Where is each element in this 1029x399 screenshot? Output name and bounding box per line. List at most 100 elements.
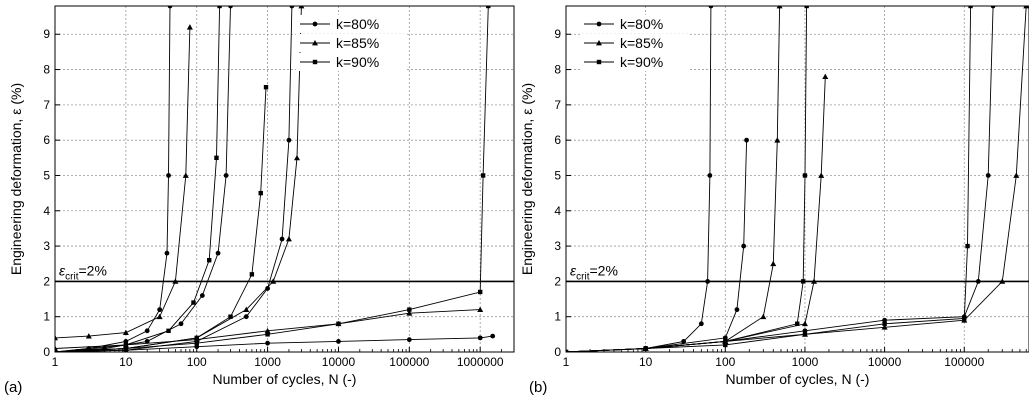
data-point bbox=[265, 332, 270, 337]
data-point bbox=[968, 6, 973, 9]
data-point bbox=[156, 313, 163, 320]
data-point bbox=[818, 172, 825, 178]
series-k=90% bbox=[55, 6, 491, 352]
data-point bbox=[708, 6, 714, 9]
legend-bg bbox=[296, 53, 406, 71]
x-tick-label: 100000 bbox=[389, 355, 429, 369]
series-line bbox=[55, 6, 489, 352]
legend-marker bbox=[312, 40, 318, 46]
data-point bbox=[406, 337, 412, 343]
data-point bbox=[406, 310, 413, 316]
data-point bbox=[776, 6, 783, 9]
y-tick-label: 1 bbox=[554, 310, 561, 324]
panel-label: (b) bbox=[529, 379, 547, 396]
chart-panel-2: εcrit=2%1 10 100 1000 10000 1000000123456789N… bbox=[519, 5, 1029, 396]
series-line bbox=[566, 76, 826, 352]
data-point bbox=[882, 317, 888, 323]
data-point bbox=[985, 173, 991, 178]
legend-label: k=90% bbox=[620, 54, 663, 70]
data-point bbox=[294, 154, 301, 161]
legend-marker bbox=[596, 21, 602, 27]
data-point bbox=[707, 173, 713, 178]
data-point bbox=[167, 6, 173, 9]
data-point bbox=[801, 320, 808, 327]
data-point bbox=[336, 339, 341, 344]
y-tick-label: 1 bbox=[43, 310, 50, 324]
data-point bbox=[286, 137, 292, 143]
data-point bbox=[723, 339, 728, 344]
data-point bbox=[243, 306, 250, 313]
y-tick-label: 7 bbox=[43, 98, 50, 112]
y-tick-label: 3 bbox=[43, 239, 50, 253]
data-point bbox=[123, 339, 129, 344]
data-point bbox=[990, 6, 996, 9]
x-tick-label: 10000 bbox=[322, 355, 356, 369]
plot-frame bbox=[54, 5, 515, 353]
y-tick-label: 5 bbox=[554, 168, 561, 182]
data-point bbox=[770, 260, 777, 267]
data-point bbox=[774, 137, 781, 143]
data-point bbox=[490, 333, 496, 339]
legend: k=80% k=85% k=90% bbox=[580, 15, 690, 71]
y-axis-title: Engineering deformation, ε (%) bbox=[519, 83, 535, 275]
data-point bbox=[265, 340, 270, 346]
legend-marker bbox=[312, 59, 318, 65]
y-tick-label: 4 bbox=[43, 204, 50, 218]
data-point bbox=[217, 6, 222, 9]
data-point bbox=[477, 289, 483, 295]
data-point bbox=[55, 349, 58, 352]
data-point bbox=[194, 344, 200, 350]
data-point bbox=[85, 333, 92, 339]
data-point bbox=[182, 172, 189, 178]
legend-label: k=85% bbox=[620, 35, 663, 51]
x-tick-label: 1000 bbox=[254, 355, 281, 369]
x-tick-label: 1 bbox=[563, 355, 570, 369]
legend-bg bbox=[580, 53, 690, 71]
y-tick-label: 8 bbox=[554, 63, 561, 77]
data-point bbox=[194, 340, 199, 346]
x-tick-label: 100 bbox=[715, 355, 735, 369]
data-point bbox=[760, 313, 767, 320]
data-point bbox=[336, 321, 341, 326]
data-point bbox=[289, 6, 295, 9]
y-tick-label: 3 bbox=[554, 239, 561, 253]
data-point bbox=[122, 329, 129, 335]
data-point bbox=[744, 137, 749, 143]
data-point bbox=[802, 173, 808, 178]
x-tick-label: 100000 bbox=[944, 355, 984, 369]
series-line bbox=[55, 6, 231, 352]
x-tick-label: 10 bbox=[639, 355, 653, 369]
data-point bbox=[264, 327, 271, 334]
data-point bbox=[804, 6, 809, 9]
series-line bbox=[55, 87, 267, 352]
data-point bbox=[477, 306, 484, 313]
series-line bbox=[55, 335, 493, 352]
y-tick-label: 2 bbox=[554, 274, 561, 288]
y-tick-label: 0 bbox=[554, 345, 561, 359]
legend-marker bbox=[596, 59, 602, 65]
legend-label: k=80% bbox=[620, 16, 663, 32]
legend: k=80% k=85% k=90% bbox=[296, 15, 406, 71]
data-point bbox=[802, 328, 808, 334]
panel-label: (a) bbox=[4, 379, 22, 396]
y-tick-label: 6 bbox=[554, 133, 561, 147]
data-point bbox=[486, 6, 491, 9]
data-point bbox=[249, 272, 255, 277]
data-point bbox=[228, 6, 233, 9]
data-point bbox=[228, 314, 233, 319]
y-tick-label: 8 bbox=[43, 63, 50, 77]
series-line bbox=[566, 6, 972, 352]
data-point bbox=[166, 173, 171, 178]
y-axis-title: Engineering deformation, ε (%) bbox=[8, 83, 24, 275]
data-point bbox=[194, 335, 199, 341]
x-axis-title: Number of cycles, N (-) bbox=[726, 371, 870, 387]
x-tick-label: 100 bbox=[187, 355, 207, 369]
data-point bbox=[965, 243, 970, 249]
y-tick-label: 7 bbox=[554, 98, 561, 112]
series-k=80% bbox=[55, 6, 496, 352]
data-point bbox=[263, 85, 269, 90]
x-axis-title: Number of cycles, N (-) bbox=[213, 371, 357, 387]
chart-panel-1: εcrit=2%1 10 100 1000 10000 100000 10000000123… bbox=[4, 5, 515, 396]
data-point bbox=[1013, 172, 1020, 178]
data-point bbox=[215, 250, 221, 256]
